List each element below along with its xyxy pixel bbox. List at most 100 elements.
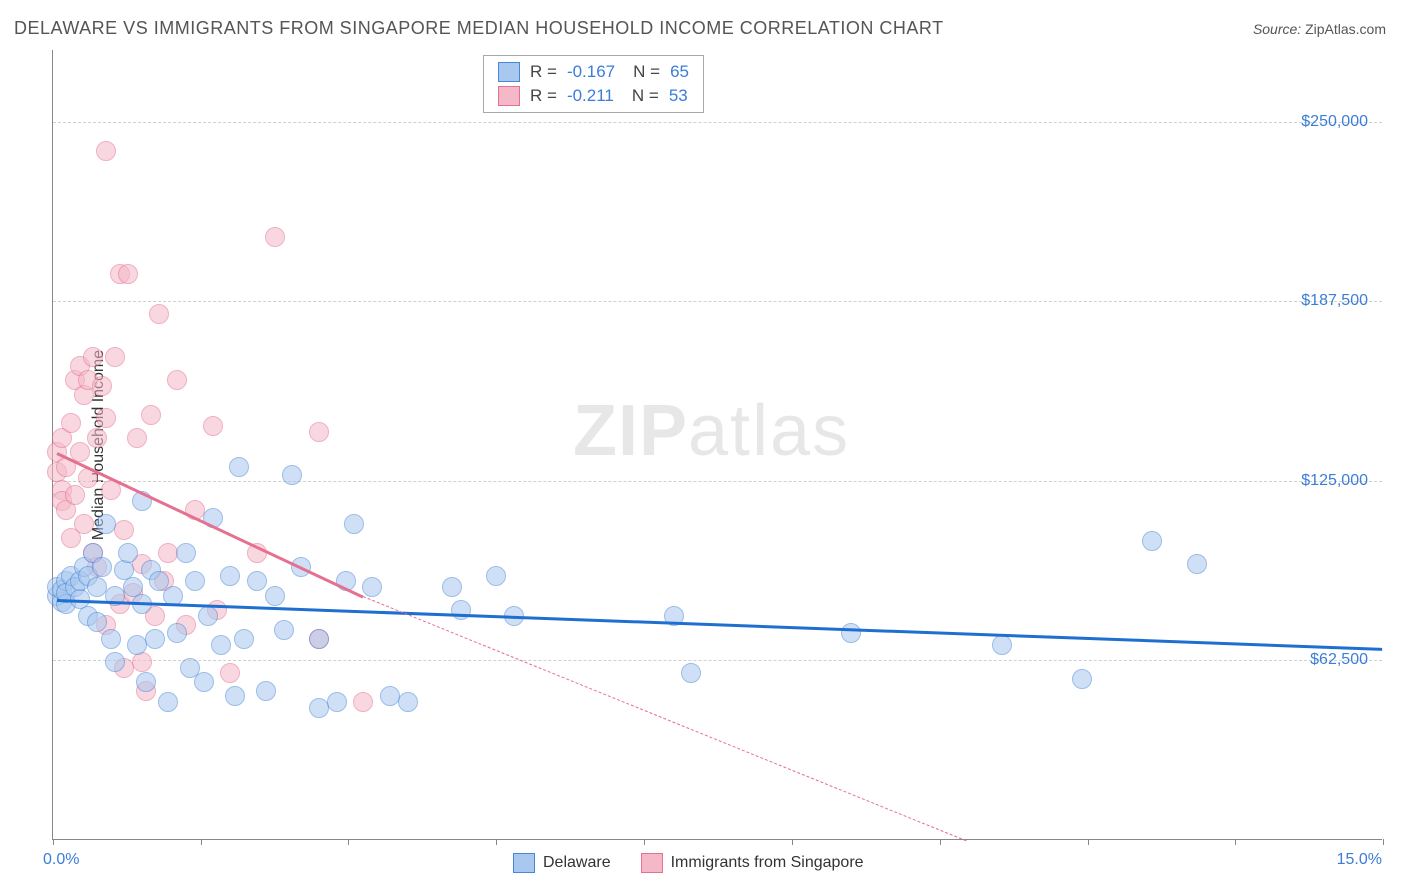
data-point	[194, 672, 214, 692]
data-point	[167, 623, 187, 643]
stats-legend-row: R = -0.211 N = 53	[484, 84, 703, 108]
data-point	[220, 663, 240, 683]
data-point	[234, 629, 254, 649]
x-tick	[348, 839, 349, 845]
y-tick-label: $62,500	[1310, 651, 1368, 669]
data-point	[1142, 531, 1162, 551]
data-point	[141, 405, 161, 425]
stats-legend-box: R = -0.167 N = 65 R = -0.211 N = 53	[483, 55, 704, 113]
legend-swatch	[513, 853, 535, 873]
data-point	[185, 571, 205, 591]
data-point	[83, 347, 103, 367]
watermark-zip: ZIP	[573, 391, 688, 471]
data-point	[256, 681, 276, 701]
gridline	[53, 122, 1382, 123]
data-point	[61, 413, 81, 433]
source-name: ZipAtlas.com	[1305, 21, 1386, 37]
x-tick	[792, 839, 793, 845]
legend-swatch	[498, 62, 520, 82]
data-point	[96, 408, 116, 428]
stat-n-value: 53	[669, 86, 688, 106]
x-tick	[644, 839, 645, 845]
source-attribution: Source: ZipAtlas.com	[1253, 21, 1386, 37]
data-point	[198, 606, 218, 626]
data-point	[158, 692, 178, 712]
data-point	[1187, 554, 1207, 574]
plot-area: ZIPatlas R =-0.167N =65R =-0.211N =53 De…	[52, 50, 1382, 840]
legend-label: Immigrants from Singapore	[671, 854, 864, 872]
x-tick	[1383, 839, 1384, 845]
stat-r-value: -0.211	[567, 86, 614, 106]
data-point	[486, 566, 506, 586]
x-tick	[201, 839, 202, 845]
data-point	[247, 571, 267, 591]
stat-r-label: R =	[530, 62, 557, 82]
data-point	[105, 347, 125, 367]
data-point	[309, 422, 329, 442]
source-label: Source:	[1253, 21, 1301, 37]
y-tick-label: $187,500	[1301, 292, 1368, 310]
data-point	[309, 629, 329, 649]
data-point	[105, 652, 125, 672]
stat-r-label: R =	[530, 86, 557, 106]
gridline	[53, 660, 1382, 661]
data-point	[229, 457, 249, 477]
data-point	[442, 577, 462, 597]
chart-title: DELAWARE VS IMMIGRANTS FROM SINGAPORE ME…	[14, 18, 944, 39]
data-point	[74, 514, 94, 534]
data-point	[274, 620, 294, 640]
data-point	[96, 141, 116, 161]
x-axis-max-label: 15.0%	[1337, 851, 1382, 869]
data-point	[92, 376, 112, 396]
x-tick	[1235, 839, 1236, 845]
data-point	[362, 577, 382, 597]
y-tick-label: $250,000	[1301, 113, 1368, 131]
watermark-atlas: atlas	[688, 391, 850, 471]
stat-n-label: N =	[632, 86, 659, 106]
data-point	[149, 304, 169, 324]
data-point	[132, 652, 152, 672]
data-point	[118, 543, 138, 563]
stat-n-value: 65	[670, 62, 689, 82]
data-point	[87, 428, 107, 448]
data-point	[118, 264, 138, 284]
data-point	[145, 629, 165, 649]
chart-container: Median Household Income ZIPatlas R =-0.1…	[14, 50, 1392, 840]
x-tick	[53, 839, 54, 845]
trend-line-dashed	[363, 596, 966, 841]
watermark: ZIPatlas	[573, 390, 850, 472]
x-axis-min-label: 0.0%	[43, 851, 79, 869]
data-point	[167, 370, 187, 390]
legend-item: Delaware	[513, 853, 611, 873]
data-point	[87, 612, 107, 632]
stats-legend-row: R = -0.167 N = 65	[484, 60, 703, 84]
data-point	[327, 692, 347, 712]
x-tick	[496, 839, 497, 845]
stat-r-value: -0.167	[567, 62, 615, 82]
data-point	[225, 686, 245, 706]
legend-label: Delaware	[543, 854, 611, 872]
data-point	[265, 586, 285, 606]
stat-n-label: N =	[633, 62, 660, 82]
data-point	[101, 629, 121, 649]
data-point	[841, 623, 861, 643]
legend-swatch	[641, 853, 663, 873]
gridline	[53, 301, 1382, 302]
data-point	[114, 520, 134, 540]
data-point	[203, 416, 223, 436]
data-point	[211, 635, 231, 655]
legend-swatch	[498, 86, 520, 106]
data-point	[127, 428, 147, 448]
data-point	[92, 557, 112, 577]
data-point	[1072, 669, 1092, 689]
data-point	[96, 514, 116, 534]
data-point	[220, 566, 240, 586]
data-point	[681, 663, 701, 683]
data-point	[136, 672, 156, 692]
data-point	[282, 465, 302, 485]
data-point	[398, 692, 418, 712]
x-tick	[1088, 839, 1089, 845]
data-point	[992, 635, 1012, 655]
series-legend: Delaware Immigrants from Singapore	[513, 853, 864, 873]
y-tick-label: $125,000	[1301, 472, 1368, 490]
